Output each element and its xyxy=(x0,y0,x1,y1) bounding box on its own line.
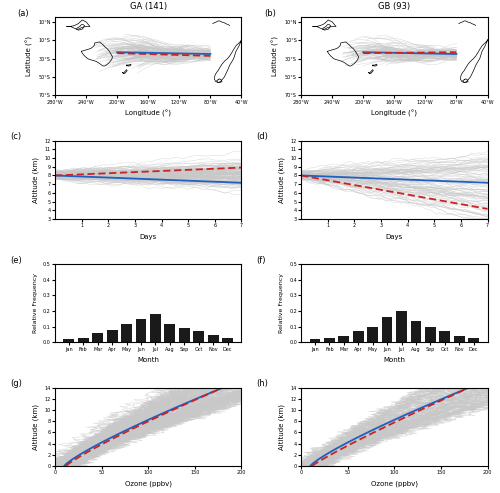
Text: (c): (c) xyxy=(10,132,22,141)
Bar xyxy=(410,320,422,343)
Bar xyxy=(150,314,161,343)
Bar xyxy=(310,339,320,343)
X-axis label: Ozone (ppbv): Ozone (ppbv) xyxy=(124,481,172,487)
Y-axis label: Relative Frequency: Relative Frequency xyxy=(32,273,38,333)
Bar xyxy=(208,335,218,343)
X-axis label: Days: Days xyxy=(140,234,157,240)
Bar xyxy=(222,338,233,343)
Bar xyxy=(454,336,464,343)
X-axis label: Days: Days xyxy=(386,234,403,240)
Bar xyxy=(382,317,392,343)
Bar xyxy=(164,323,175,343)
Text: (g): (g) xyxy=(10,379,22,388)
Y-axis label: Latitude (°): Latitude (°) xyxy=(272,36,279,76)
Bar xyxy=(468,338,479,343)
Text: (f): (f) xyxy=(256,256,266,265)
Y-axis label: Latitude (°): Latitude (°) xyxy=(26,36,33,76)
Bar xyxy=(121,323,132,343)
Bar xyxy=(353,331,364,343)
Bar xyxy=(338,336,349,343)
Title: GB (93): GB (93) xyxy=(378,2,410,11)
Bar xyxy=(64,339,74,343)
Y-axis label: Altitude (km): Altitude (km) xyxy=(278,157,285,203)
Y-axis label: Altitude (km): Altitude (km) xyxy=(32,157,39,203)
Bar xyxy=(324,338,335,343)
Title: GA (141): GA (141) xyxy=(130,2,167,11)
Y-axis label: Altitude (km): Altitude (km) xyxy=(32,404,39,450)
Bar xyxy=(367,327,378,343)
Text: (h): (h) xyxy=(256,379,268,388)
Bar xyxy=(78,338,88,343)
X-axis label: Ozone (ppbv): Ozone (ppbv) xyxy=(371,481,418,487)
Bar xyxy=(179,328,190,343)
Bar xyxy=(136,319,146,343)
X-axis label: Month: Month xyxy=(384,357,406,363)
Bar xyxy=(92,333,103,343)
Bar xyxy=(194,331,204,343)
Text: (d): (d) xyxy=(256,132,268,141)
Text: (a): (a) xyxy=(18,9,29,18)
Y-axis label: Altitude (km): Altitude (km) xyxy=(278,404,285,450)
Y-axis label: Relative Frequency: Relative Frequency xyxy=(278,273,283,333)
Bar xyxy=(396,311,407,343)
X-axis label: Longitude (°): Longitude (°) xyxy=(125,110,171,117)
X-axis label: Longitude (°): Longitude (°) xyxy=(372,110,418,117)
X-axis label: Month: Month xyxy=(137,357,159,363)
Bar xyxy=(425,327,436,343)
Bar xyxy=(106,330,118,343)
Text: (e): (e) xyxy=(10,256,22,265)
Text: (b): (b) xyxy=(264,9,276,18)
Bar xyxy=(440,331,450,343)
